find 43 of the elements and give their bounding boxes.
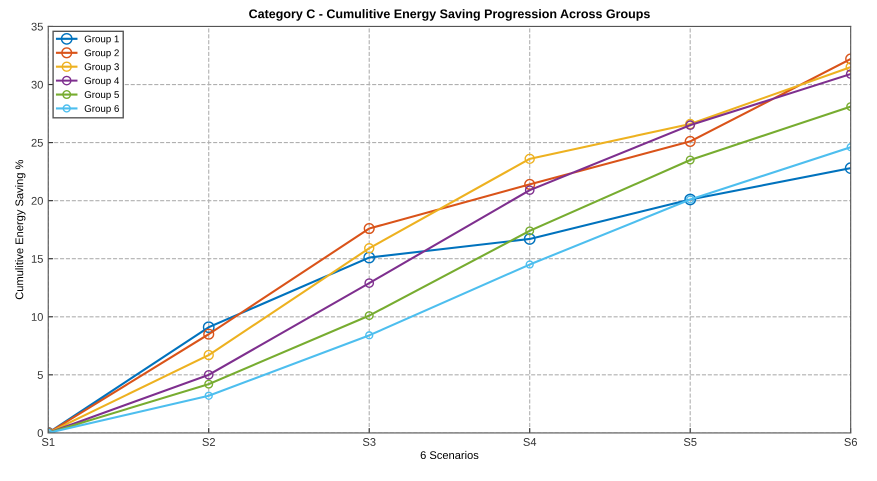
point [364, 243, 374, 254]
point [203, 328, 214, 340]
point [204, 350, 214, 360]
point [686, 155, 695, 165]
y-tick-label: 15 [32, 255, 43, 263]
x-tick-label: S2 [202, 438, 215, 446]
y-tick-label: 0 [38, 429, 43, 438]
chart-title: Category C - Cumulitive Energy Saving Progression Across Groups [249, 9, 650, 21]
x-tick-label: S1 [42, 438, 54, 446]
y-tick-label: 30 [31, 80, 43, 89]
point [202, 321, 215, 334]
legend-label: Group 3 [84, 63, 119, 72]
point [364, 222, 375, 234]
point [204, 392, 213, 400]
y-axis-title: Cumulitive Energy Saving % [15, 160, 26, 300]
legend-label: Group 4 [84, 77, 120, 86]
point [524, 178, 536, 190]
legend-label: Group 5 [84, 91, 119, 100]
point [204, 380, 214, 389]
point [524, 233, 536, 245]
x-tick-label: S4 [523, 438, 536, 446]
point [363, 252, 376, 264]
y-tick-label: 35 [31, 22, 43, 31]
y-tick-label: 5 [38, 371, 43, 379]
legend-label: Group 2 [84, 49, 119, 58]
point [364, 278, 374, 288]
y-tick-label: 20 [32, 196, 43, 205]
point [204, 370, 214, 380]
x-tick-label: S5 [684, 438, 697, 446]
point [524, 185, 535, 196]
y-tick-label: 25 [32, 138, 43, 147]
x-tick-label: S6 [844, 438, 857, 446]
legend-label: Group 6 [84, 105, 119, 114]
x-axis-title: 6 Scenarios [420, 450, 478, 460]
point [524, 154, 535, 164]
point [526, 260, 534, 269]
legend-label: Group 1 [84, 35, 119, 44]
point [684, 136, 696, 147]
point [364, 311, 374, 320]
point [525, 226, 534, 236]
x-tick-label: S3 [362, 438, 376, 446]
point [365, 331, 374, 340]
y-tick-label: 10 [32, 313, 43, 321]
